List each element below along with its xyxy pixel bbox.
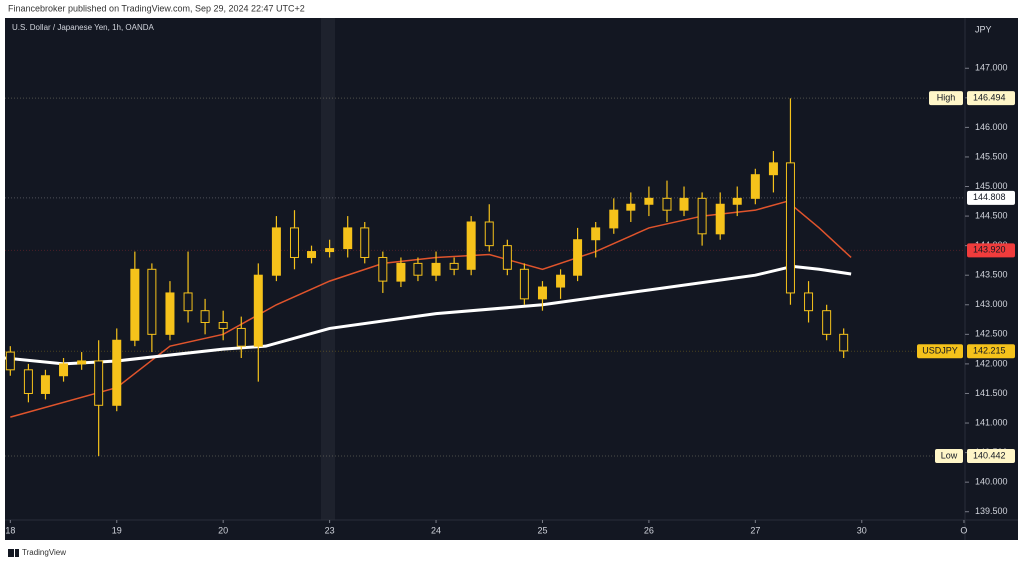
candle-body: [94, 360, 104, 406]
x-tick-label: 30: [857, 525, 867, 535]
candle-body: [556, 274, 566, 288]
candle-body: [253, 274, 263, 347]
x-tick-label: 24: [431, 525, 441, 535]
chart-panel: [5, 18, 1018, 540]
candle-body: [466, 221, 476, 270]
candle-body: [732, 197, 742, 205]
y-tick-label: 142.000: [975, 358, 1008, 368]
candle-body: [431, 262, 441, 276]
x-tick-label: O: [960, 525, 967, 535]
y-tick-label: 145.500: [975, 151, 1008, 161]
candle-body: [271, 227, 281, 276]
candle-body: [750, 174, 760, 199]
candle-body: [165, 292, 175, 335]
candle-body: [662, 197, 672, 211]
candle-body: [59, 363, 69, 377]
price-tag: [935, 449, 963, 464]
candle-body: [413, 262, 423, 276]
moving-average: [10, 200, 852, 418]
footer: TradingView: [22, 548, 66, 557]
logo: [8, 549, 19, 557]
candle-body: [804, 292, 814, 312]
candle-body: [484, 221, 494, 247]
y-tick-label: 144.500: [975, 210, 1008, 220]
price-marker: [967, 190, 1015, 205]
candle-body: [130, 268, 140, 341]
candle-body: [697, 197, 707, 235]
candle-body: [307, 251, 317, 258]
y-tick-label: 142.500: [975, 329, 1008, 339]
candle-body: [396, 262, 406, 282]
candle-body: [360, 227, 370, 258]
price-marker: [967, 449, 1015, 464]
candle-body: [289, 227, 299, 258]
y-tick-label: 139.500: [975, 506, 1008, 516]
price-tag: [929, 91, 963, 106]
weekend-band: [321, 18, 335, 520]
x-tick-label: 26: [644, 525, 654, 535]
candle-body: [839, 333, 849, 352]
candle-body: [112, 339, 122, 406]
candle-body: [609, 209, 619, 229]
x-tick-label: 19: [112, 525, 122, 535]
price-marker-label: 142.215: [973, 346, 1006, 356]
candle-body: [537, 286, 547, 300]
y-tick-label: 140.000: [975, 477, 1008, 487]
y-tick-label: 146.000: [975, 122, 1008, 132]
candle-body: [325, 248, 335, 253]
candle-body: [378, 256, 388, 282]
price-tag-label: High: [937, 93, 956, 103]
candle-body: [40, 375, 50, 394]
candle-body: [591, 227, 601, 241]
y-tick-label: 145.000: [975, 181, 1008, 191]
price-marker: [967, 243, 1015, 258]
candle-body: [343, 227, 353, 250]
candle-body: [626, 203, 636, 211]
price-tag: [917, 344, 963, 359]
y-axis-label: JPY: [975, 24, 992, 34]
x-tick-label: 23: [325, 525, 335, 535]
candle-body: [785, 162, 795, 294]
price-marker-label: 140.442: [973, 450, 1006, 460]
x-tick-label: 27: [750, 525, 760, 535]
candle-body: [502, 245, 512, 270]
y-tick-label: 147.000: [975, 63, 1008, 73]
candle-body: [519, 268, 529, 300]
price-marker-label: 144.808: [973, 192, 1006, 202]
x-tick-label: 20: [218, 525, 228, 535]
candle-body: [236, 327, 246, 347]
candle-body: [147, 268, 157, 335]
candle-body: [23, 369, 33, 394]
candle-body: [5, 351, 15, 371]
y-tick-label: 141.000: [975, 417, 1008, 427]
candle-body: [715, 203, 725, 235]
y-tick-label: 143.500: [975, 270, 1008, 280]
chart-title: U.S. Dollar / Japanese Yen, 1h, OANDA: [12, 23, 155, 32]
candle-body: [768, 162, 778, 176]
candle-body: [449, 262, 459, 270]
candle-body: [77, 360, 87, 365]
price-tag-label: USDJPY: [922, 346, 958, 356]
candle-body: [679, 197, 689, 211]
candle-body: [218, 322, 228, 329]
price-marker-label: 146.494: [973, 93, 1006, 103]
candle-body: [822, 310, 832, 335]
candle-body: [200, 310, 210, 324]
x-tick-label: 25: [537, 525, 547, 535]
y-tick-label: 143.000: [975, 299, 1008, 309]
price-tag-label: Low: [941, 450, 958, 460]
price-marker: [967, 344, 1015, 359]
price-marker: [967, 91, 1015, 106]
candle-body: [183, 292, 193, 312]
y-tick-label: 141.500: [975, 388, 1008, 398]
price-marker-label: 143.920: [973, 245, 1006, 255]
candle-body: [644, 197, 654, 205]
candle-body: [573, 239, 583, 276]
header: Financebroker published on TradingView.c…: [8, 3, 305, 13]
x-tick-label: 18: [5, 525, 15, 535]
